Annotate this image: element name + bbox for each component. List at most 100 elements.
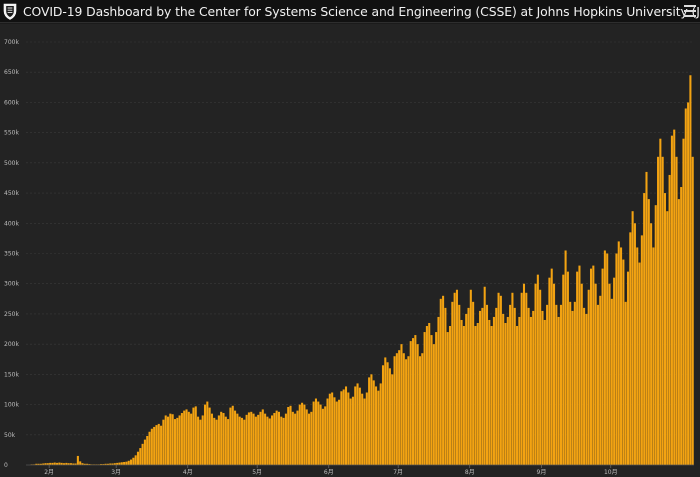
bar bbox=[236, 413, 239, 465]
y-tick-label: 250k bbox=[4, 311, 19, 318]
bar bbox=[176, 417, 179, 465]
bar bbox=[280, 416, 283, 465]
bar bbox=[254, 416, 257, 465]
bar bbox=[340, 391, 343, 465]
bar bbox=[444, 307, 447, 465]
bar bbox=[284, 413, 287, 465]
bar bbox=[49, 462, 52, 465]
bar bbox=[227, 419, 230, 465]
bar bbox=[303, 404, 306, 465]
bar bbox=[194, 406, 197, 465]
bar bbox=[344, 386, 348, 465]
bar bbox=[118, 462, 121, 465]
bar bbox=[437, 316, 440, 465]
bar bbox=[127, 460, 130, 465]
bar bbox=[134, 455, 137, 465]
bar bbox=[460, 319, 463, 465]
bar bbox=[495, 307, 498, 465]
bar bbox=[271, 415, 274, 465]
bar bbox=[476, 322, 479, 465]
x-tick-label: 6月 bbox=[324, 469, 334, 476]
bar bbox=[435, 332, 438, 465]
bar bbox=[610, 298, 613, 465]
bar bbox=[365, 392, 368, 465]
bar bbox=[187, 411, 190, 465]
bar bbox=[180, 413, 183, 465]
bar bbox=[247, 412, 250, 465]
bar bbox=[342, 389, 345, 465]
bar bbox=[472, 301, 475, 465]
bar bbox=[192, 407, 195, 465]
bar bbox=[167, 416, 170, 465]
bar bbox=[74, 463, 77, 465]
bar bbox=[58, 462, 61, 465]
bar bbox=[261, 409, 264, 465]
bar bbox=[238, 416, 241, 465]
bar bbox=[208, 407, 211, 465]
bar bbox=[157, 423, 160, 465]
bar bbox=[321, 408, 324, 465]
bar bbox=[312, 401, 315, 465]
bar bbox=[659, 138, 662, 465]
university-shield-icon bbox=[3, 2, 17, 20]
bar bbox=[381, 365, 385, 465]
bar bbox=[171, 414, 174, 465]
y-tick-label: 650k bbox=[4, 69, 19, 76]
bar bbox=[324, 406, 327, 465]
bar bbox=[62, 463, 66, 465]
daily-cases-chart-panel: 0 50k 100k 150k 200k 250k 300k 350k 400k 450k 500k… bbox=[0, 24, 700, 477]
bar bbox=[393, 356, 396, 465]
bar bbox=[624, 301, 627, 465]
bar bbox=[402, 353, 405, 465]
bar bbox=[106, 463, 109, 465]
bar bbox=[111, 463, 114, 465]
bar bbox=[289, 405, 292, 465]
y-tick-label: 400k bbox=[4, 220, 19, 227]
bar bbox=[139, 448, 142, 465]
bar bbox=[474, 326, 477, 465]
bar bbox=[573, 301, 576, 465]
bar bbox=[555, 304, 558, 465]
y-tick-label: 500k bbox=[4, 160, 19, 167]
bar bbox=[485, 304, 489, 465]
y-tick-label: 100k bbox=[4, 402, 19, 409]
bar bbox=[657, 156, 660, 465]
bar bbox=[673, 129, 676, 465]
bar bbox=[67, 463, 70, 465]
bar bbox=[210, 413, 213, 465]
bar bbox=[550, 268, 553, 465]
bar bbox=[511, 292, 514, 465]
bar bbox=[333, 397, 336, 465]
bar bbox=[372, 380, 375, 465]
bar bbox=[257, 414, 260, 465]
bar bbox=[455, 289, 458, 465]
bar bbox=[356, 383, 359, 465]
bar bbox=[83, 463, 86, 465]
bar bbox=[587, 289, 590, 465]
hamburger-menu-icon[interactable] bbox=[684, 5, 696, 17]
bar bbox=[513, 307, 516, 465]
bar bbox=[525, 292, 528, 465]
y-tick-label: 350k bbox=[4, 251, 19, 258]
bar bbox=[294, 413, 297, 465]
bar bbox=[620, 247, 623, 465]
bar bbox=[72, 463, 75, 465]
y-tick-label: 700k bbox=[4, 39, 19, 46]
bar bbox=[35, 463, 38, 465]
bar bbox=[259, 411, 262, 465]
bar bbox=[589, 268, 593, 465]
bar bbox=[160, 425, 163, 465]
bar bbox=[220, 411, 223, 465]
bar bbox=[319, 404, 322, 465]
bar bbox=[99, 464, 103, 465]
bar bbox=[277, 411, 280, 465]
bar bbox=[548, 277, 551, 465]
dashboard-title: COVID-19 Dashboard by the Center for Sys… bbox=[23, 3, 700, 19]
bar bbox=[229, 407, 232, 465]
bar bbox=[603, 250, 606, 465]
bar bbox=[432, 344, 435, 465]
bar bbox=[516, 326, 519, 465]
bar bbox=[377, 390, 380, 465]
bar bbox=[79, 461, 82, 465]
bar bbox=[677, 199, 680, 466]
